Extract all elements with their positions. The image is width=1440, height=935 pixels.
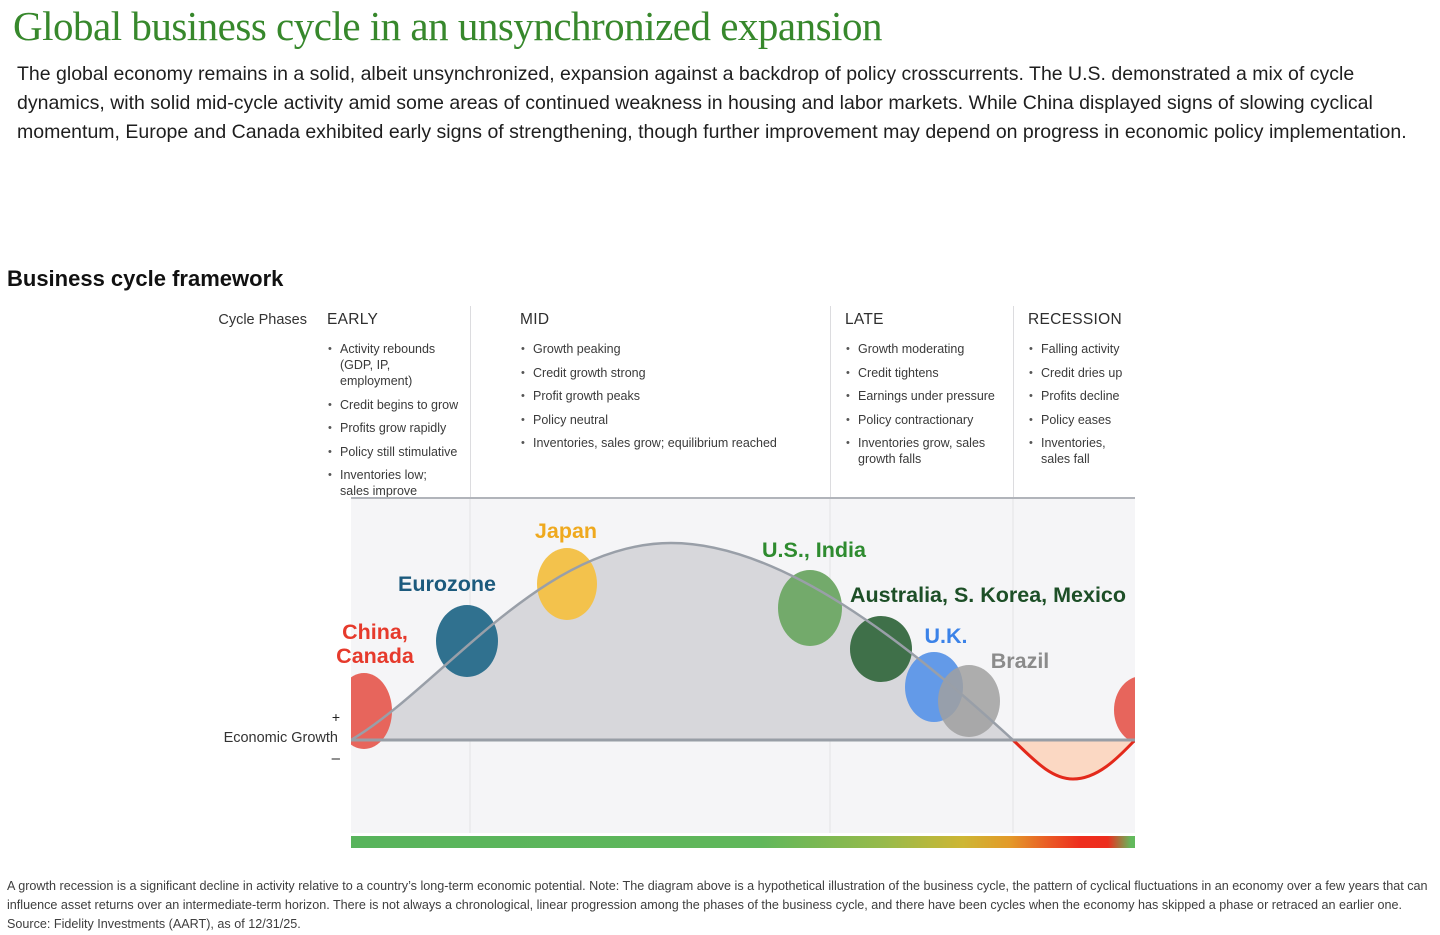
phase-bullet-list: Growth moderating Credit tightens Earnings… [845,341,1009,467]
phase-column-mid: MID Growth peaking Credit growth strong Pro… [520,310,820,459]
bullet-item: Growth peaking [520,341,820,357]
bullet-item: Profits grow rapidly [327,420,465,436]
intro-paragraph: The global economy remains in a solid, a… [17,63,1407,143]
cycle-chart-svg [351,497,1135,833]
phase-bullet-list: Falling activity Credit dries up Profits d… [1028,341,1136,467]
page-title: Global business cycle in an unsynchroniz… [13,3,882,49]
bullet-item: Policy neutral [520,412,820,428]
phase-bullet-list: Activity rebounds (GDP, IP, employment) C… [327,341,465,499]
bullet-item: Credit begins to grow [327,397,465,413]
bubble-recession-transition [1114,677,1135,743]
bullet-item: Falling activity [1028,341,1136,357]
economic-growth-axis-label: Economic Growth [223,730,338,746]
phase-header-late: LATE [845,311,884,328]
bullet-item: Profit growth peaks [520,388,820,404]
phase-header-early: EARLY [327,311,379,328]
recession-dip-curve [1011,738,1135,781]
bullet-item: Activity rebounds (GDP, IP, employment) [327,341,465,389]
bullet-item: Profits decline [1028,388,1136,404]
bullet-item: Earnings under pressure [845,388,1009,404]
bullet-item: Policy eases [1028,412,1136,428]
bullet-item: Policy contractionary [845,412,1009,428]
bubble-us-india [778,570,842,646]
bullet-item: Inventories grow, sales growth falls [845,435,1009,467]
phase-column-recession: RECESSION Falling activity Credit dries up… [1028,310,1136,475]
cycle-phases-label: Cycle Phases [218,312,307,328]
cycle-chart-plot [351,497,1135,833]
recession-dip-fill [1013,740,1135,779]
bubble-china-canada [351,673,392,749]
cycle-curve [351,541,1014,742]
phase-column-late: LATE Growth moderating Credit tightens Earn… [845,310,1009,475]
cycle-area-fill [351,543,1013,740]
bullet-item: Credit tightens [845,365,1009,381]
axis-minus-sign: – [331,750,340,767]
bubble-australia-skorea-mexico [850,616,912,682]
economy-bubbles [351,548,1135,749]
section-title: Business cycle framework [7,266,284,291]
bullet-item: Inventories low; sales improve [327,467,465,499]
phase-header-mid: MID [520,311,550,328]
cycle-gradient-bar [351,836,1135,848]
phase-header-recession: RECESSION [1028,311,1122,328]
bullet-item: Inventories, sales grow; equilibrium rea… [520,435,820,451]
bullet-item: Policy still stimulative [327,444,465,460]
bullet-item: Growth moderating [845,341,1009,357]
bullet-item: Inventories, sales fall [1028,435,1136,467]
phase-column-early: EARLY Activity rebounds (GDP, IP, employm… [327,310,465,507]
phase-bullet-list: Growth peaking Credit growth strong Profit… [520,341,820,451]
footnote: A growth recession is a significant decl… [7,879,1428,931]
axis-plus-sign: + [331,709,340,725]
bullet-item: Credit dries up [1028,365,1136,381]
bullet-item: Credit growth strong [520,365,820,381]
